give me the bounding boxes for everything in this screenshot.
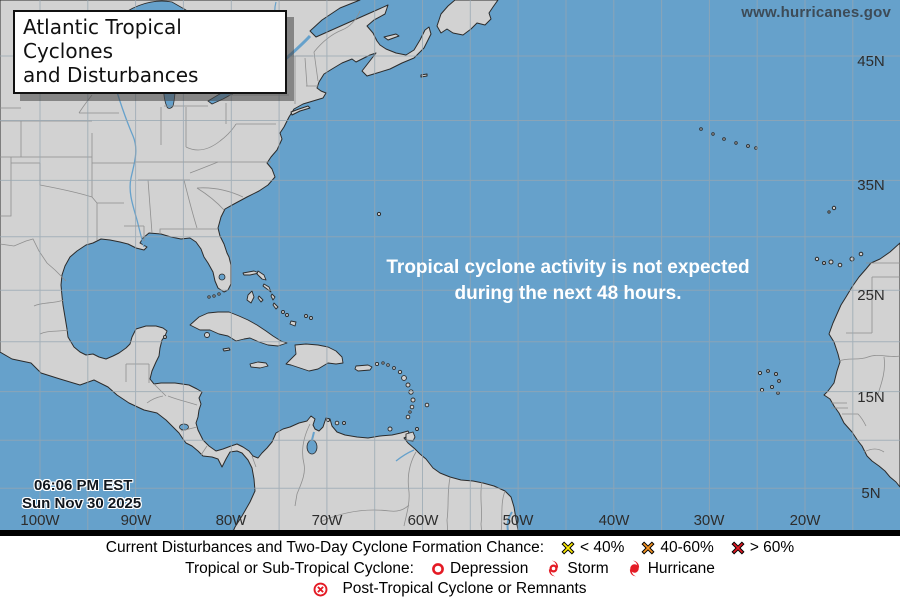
- lon-label-40w: 40W: [598, 512, 630, 529]
- issuance-time: 06:06 PM EST: [34, 477, 133, 494]
- newfoundland: [436, 0, 499, 36]
- map-title-line2: and Disturbances: [23, 63, 199, 87]
- formation-chance-label: Current Disturbances and Two-Day Cyclone…: [105, 538, 544, 556]
- graticule: [0, 0, 900, 533]
- hispaniola: [285, 343, 344, 372]
- lon-label-70w: 70W: [311, 512, 343, 529]
- no-activity-message: Tropical cyclone activity is not expecte…: [352, 255, 784, 307]
- lon-label-80w: 80W: [215, 512, 247, 529]
- post-tropical-item: Post-Tropical Cyclone or Remnants: [313, 580, 587, 598]
- trinidad: [405, 431, 416, 442]
- storm-label: Storm: [567, 559, 609, 577]
- cuba: [189, 311, 288, 347]
- long-island: [290, 105, 311, 116]
- circle-x-icon: [313, 582, 328, 597]
- jamaica: [249, 361, 269, 369]
- lat-label-25n: 25N: [857, 287, 885, 304]
- hurricane-label: Hurricane: [647, 559, 715, 577]
- land-africa: [699, 127, 900, 488]
- post-tropical-label: Post-Tropical Cyclone or Remnants: [342, 580, 587, 598]
- puerto-rico: [354, 364, 373, 372]
- red-x-icon: [731, 541, 745, 555]
- issuance-date: Sun Nov 30 2025: [22, 495, 142, 512]
- bermuda: [376, 211, 382, 217]
- map-title-box: Atlantic Tropical Cyclones and Disturban…: [13, 10, 287, 94]
- lake-okeechobee: [218, 273, 226, 281]
- depression-item: Depression: [431, 560, 528, 578]
- legend-row-cyclone-types: Tropical or Sub-Tropical Cyclone: Depres…: [185, 560, 715, 578]
- issuance-timestamp: 06:06 PM EST Sun Nov 30 2025: [22, 477, 141, 513]
- tropical-storm-icon: [545, 560, 562, 577]
- lon-label-100w: 100W: [20, 512, 60, 529]
- map-canvas: [0, 0, 900, 536]
- no-activity-message-line2: during the next 48 hours.: [454, 283, 682, 304]
- chance-low-item: < 40%: [561, 539, 624, 557]
- lon-label-60w: 60W: [407, 512, 439, 529]
- lon-label-50w: 50W: [502, 512, 534, 529]
- lat-label-5n: 5N: [861, 485, 881, 502]
- no-activity-message-line1: Tropical cyclone activity is not expecte…: [386, 257, 750, 278]
- chance-mid-item: 40-60%: [641, 538, 714, 557]
- chance-mid-label: 40-60%: [660, 538, 714, 556]
- lat-label-35n: 35N: [857, 177, 885, 194]
- land-americas: [0, 0, 520, 536]
- storm-item: Storm: [545, 559, 609, 578]
- chance-high-item: > 60%: [731, 539, 794, 557]
- chance-high-label: > 60%: [749, 538, 795, 556]
- lon-label-30w: 30W: [693, 512, 725, 529]
- depression-label: Depression: [449, 559, 529, 577]
- atlantic-basin-map: www.hurricanes.gov Atlantic Tropical Cyc…: [0, 0, 900, 536]
- chance-low-label: < 40%: [580, 538, 625, 556]
- lon-label-90w: 90W: [120, 512, 152, 529]
- open-circle-icon: [431, 562, 445, 576]
- hurricane-item: Hurricane: [626, 560, 715, 578]
- yellow-x-icon: [561, 541, 575, 555]
- orange-x-icon: [641, 541, 655, 555]
- hurricane-icon: [626, 560, 643, 577]
- legend-row-formation-chance: Current Disturbances and Two-Day Cyclone…: [106, 539, 794, 557]
- lat-label-45n: 45N: [857, 53, 885, 70]
- hurricanes-gov-watermark: www.hurricanes.gov: [741, 4, 891, 21]
- legend-row-post-tropical: Post-Tropical Cyclone or Remnants: [313, 580, 587, 598]
- lake-maracaibo: [306, 439, 318, 455]
- map-title-line1: Atlantic Tropical Cyclones: [23, 15, 182, 63]
- legend: Current Disturbances and Two-Day Cyclone…: [0, 536, 900, 601]
- lat-label-15n: 15N: [857, 389, 885, 406]
- lon-label-20w: 20W: [789, 512, 821, 529]
- cyclone-type-label: Tropical or Sub-Tropical Cyclone:: [185, 559, 414, 577]
- map-bottom-border: [0, 530, 900, 536]
